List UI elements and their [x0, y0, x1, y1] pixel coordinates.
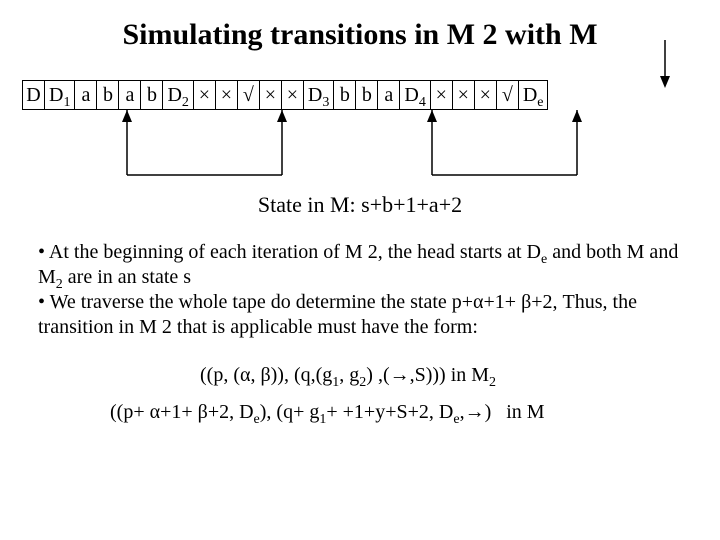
- bullet-block: • At the beginning of each iteration of …: [38, 240, 682, 340]
- tape-cell: a: [118, 80, 140, 110]
- tape-cell: D3: [303, 80, 333, 110]
- tape-cell: ×: [452, 80, 474, 110]
- tape-cell: a: [377, 80, 399, 110]
- tape-cell: a: [74, 80, 96, 110]
- title-arrow: [655, 40, 675, 90]
- tape-cell: b: [333, 80, 355, 110]
- tape-cell: De: [518, 80, 549, 110]
- tape-cell: √: [237, 80, 259, 110]
- bullet-2: • We traverse the whole tape do determin…: [38, 291, 637, 338]
- bullet-1: • At the beginning of each iteration of …: [38, 241, 678, 288]
- slide-title: Simulating transitions in M 2 with M: [30, 18, 690, 52]
- tape-cell: ×: [281, 80, 303, 110]
- tape-cell: b: [140, 80, 162, 110]
- tape-cell: √: [496, 80, 518, 110]
- tape-cell: D2: [162, 80, 192, 110]
- tape-cell: D4: [399, 80, 429, 110]
- tape-cell: ×: [474, 80, 496, 110]
- formula-m2: ((p, (α, β)), (q,(g1, g2) ,(→,S))) in M2: [30, 364, 690, 387]
- tape-cell: D: [22, 80, 44, 110]
- head-arrows: [22, 110, 720, 188]
- tape-cell: ×: [259, 80, 281, 110]
- state-line: State in M: s+b+1+a+2: [30, 192, 690, 218]
- formula-m: ((p+ α+1+ β+2, De), (q+ g1+ +1+y+S+2, De…: [30, 401, 690, 424]
- tape-cell: ×: [215, 80, 237, 110]
- tape-cell: b: [355, 80, 377, 110]
- tape-cell: D1: [44, 80, 74, 110]
- tape-cell: ×: [193, 80, 215, 110]
- tape-cell: ×: [430, 80, 452, 110]
- tape-row: DD1ababD2××√××D3bbaD4×××√De: [22, 80, 690, 110]
- tape-cell: b: [96, 80, 118, 110]
